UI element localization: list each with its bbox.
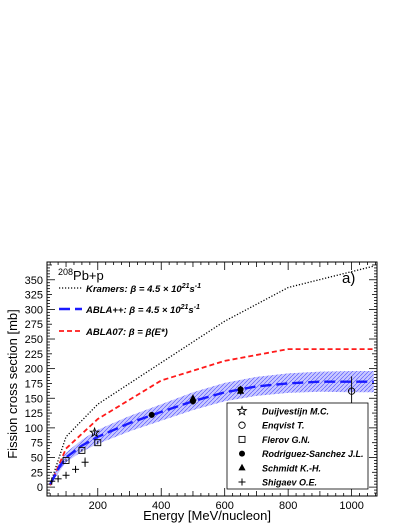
data-legend-label: Shigaev O.E. — [262, 478, 317, 488]
y-tick-label: 350 — [25, 275, 43, 287]
data-point — [81, 458, 89, 466]
data-legend-label: Duijvestijn M.C. — [262, 407, 329, 417]
data-legend-box — [226, 402, 369, 490]
x-tick-label: 200 — [89, 500, 107, 512]
data-legend-marker — [238, 463, 246, 471]
data-legend: Duijvestijn M.C. Enqvist T. Flerov G.N. Rod… — [226, 402, 369, 490]
data-point — [236, 387, 245, 394]
y-tick-label: 0 — [37, 482, 43, 494]
y-tick-label: 225 — [25, 349, 43, 361]
y-tick-label: 75 — [31, 438, 43, 450]
data-point — [148, 411, 155, 418]
data-point — [54, 475, 62, 483]
filled-triangle-marker — [238, 463, 246, 471]
model-curves-layer — [49, 265, 374, 486]
data-legend-label: Rodriguez-Sanchez J.L. — [262, 449, 364, 459]
model-legend-unit: s — [188, 305, 193, 316]
y-tick-label: 200 — [25, 364, 43, 376]
abla-plus-plus-curve — [49, 380, 374, 485]
x-tick-label: 1000 — [339, 500, 363, 512]
axes-layer: 200 400 600 800 1000 0 25 50 75 100 125 150 175 200 22… — [25, 262, 377, 512]
open-square-marker — [94, 439, 102, 447]
y-axis-label: Fission cross section [mb] — [5, 309, 20, 459]
y-tick-label: 25 — [31, 467, 43, 479]
y-tick-label: 250 — [25, 334, 43, 346]
data-legend-marker — [238, 421, 246, 429]
kramers-curve — [49, 265, 374, 485]
abla07-curve — [49, 348, 374, 486]
y-tick-label: 175 — [25, 378, 43, 390]
data-point — [62, 471, 70, 479]
filled-circle-marker — [148, 411, 155, 418]
y-tick-label: 300 — [25, 304, 43, 316]
data-point — [89, 426, 101, 438]
data-legend-marker — [238, 435, 246, 443]
data-point — [78, 446, 86, 454]
open-square-marker — [238, 435, 246, 443]
x-tick-label: 800 — [279, 500, 297, 512]
reaction-name: Pb+p — [73, 268, 104, 283]
data-point — [62, 457, 70, 464]
data-legend-label: Flerov G.N. — [262, 435, 310, 445]
reaction-label: 208Pb+p — [58, 267, 104, 283]
panel-label: a) — [342, 270, 355, 287]
model-legend-exponent: 21 — [180, 304, 189, 311]
model-legend-exponent: 21 — [181, 283, 190, 290]
data-point — [189, 394, 197, 401]
x-axis-label: Energy [MeV/nucleon] — [143, 508, 271, 523]
y-tick-label: 100 — [25, 423, 43, 435]
data-point — [94, 439, 102, 447]
y-tick-label: 325 — [25, 290, 43, 302]
model-legend-unit-exponent: -1 — [194, 304, 200, 311]
filled-triangle-marker — [189, 394, 197, 401]
open-circle-marker — [347, 387, 356, 395]
data-legend-label: Enqvist T. — [262, 421, 304, 431]
star-marker — [89, 426, 101, 438]
model-legend-formula: β = 4.5 × 10 — [128, 305, 181, 316]
model-legend-formula: β = β(E*) — [128, 327, 168, 338]
y-tick-label: 150 — [25, 393, 43, 405]
data-legend-label: Schmidt K.-H. — [262, 463, 321, 473]
reaction-mass-number: 208 — [58, 267, 73, 277]
open-square-marker — [78, 446, 86, 454]
x-tick-label: 600 — [216, 500, 234, 512]
experimental-points-layer — [48, 376, 356, 485]
model-legend-name: Kramers: — [86, 284, 130, 295]
data-legend-marker — [239, 450, 245, 457]
data-point — [347, 387, 356, 395]
open-circle-marker — [238, 421, 246, 429]
y-tick-label: 125 — [25, 408, 43, 420]
x-tick-label: 400 — [152, 500, 170, 512]
filled-circle-marker — [239, 450, 245, 457]
model-legend-entry: ABLA++: β = 4.5 × 1021s-1 — [85, 304, 200, 316]
y-tick-label: 275 — [25, 319, 43, 331]
data-point — [72, 465, 80, 473]
model-legend-name: ABLA07: — [85, 327, 129, 338]
data-legend-marker — [236, 405, 248, 416]
data-legend-marker — [238, 478, 246, 486]
star-marker — [236, 405, 248, 416]
model-legend-entry: ABLA07: β = β(E*) — [85, 327, 168, 338]
open-square-marker — [62, 457, 70, 464]
model-legend-unit-exponent: -1 — [195, 283, 201, 290]
model-legend-unit: s — [189, 284, 194, 295]
plot-frame — [46, 261, 378, 497]
model-legend-entry: Kramers: β = 4.5 × 1021s-1 — [86, 283, 201, 295]
model-legend-formula: β = 4.5 × 10 — [129, 284, 182, 295]
y-tick-label: 50 — [31, 452, 43, 464]
model-legend-name: ABLA++: — [85, 305, 129, 316]
filled-triangle-marker — [236, 387, 245, 394]
